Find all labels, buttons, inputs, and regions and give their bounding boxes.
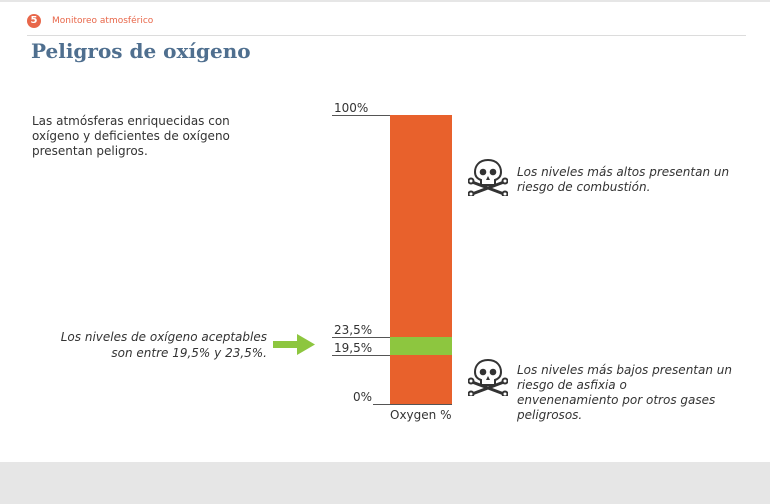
tick-label-100: 100%	[334, 101, 369, 115]
high-level-hazard-text: Los niveles más altos presentan un riesg…	[517, 165, 730, 194]
right-arrow-icon	[273, 333, 315, 355]
tick-label-23-5: 23,5%	[334, 323, 373, 337]
low-level-hazard-text: Los niveles más bajos presentan un riesg…	[517, 363, 732, 422]
tick-label-19-5: 19,5%	[334, 341, 373, 355]
tick-line-0	[373, 404, 452, 405]
skull-crossbones-icon	[467, 358, 509, 398]
bar-segment-high	[390, 115, 452, 337]
tick-label-0: 0%	[353, 390, 373, 404]
skull-crossbones-icon	[467, 158, 509, 198]
x-axis-label: Oxygen %	[390, 408, 452, 422]
top-border	[0, 0, 770, 2]
intro-text: Las atmósferas enriquecidas con oxígeno …	[32, 114, 230, 158]
bar-segment-low	[390, 355, 452, 404]
acceptable-levels-note: Los niveles de oxígeno aceptables son en…	[60, 330, 267, 360]
footer-bar	[0, 462, 770, 504]
section-number-badge: 5	[27, 14, 41, 28]
bar-segment-acceptable	[390, 337, 452, 355]
page-title: Peligros de oxígeno	[31, 39, 251, 63]
section-label: Monitoreo atmosférico	[52, 16, 154, 26]
header-divider	[27, 35, 746, 36]
